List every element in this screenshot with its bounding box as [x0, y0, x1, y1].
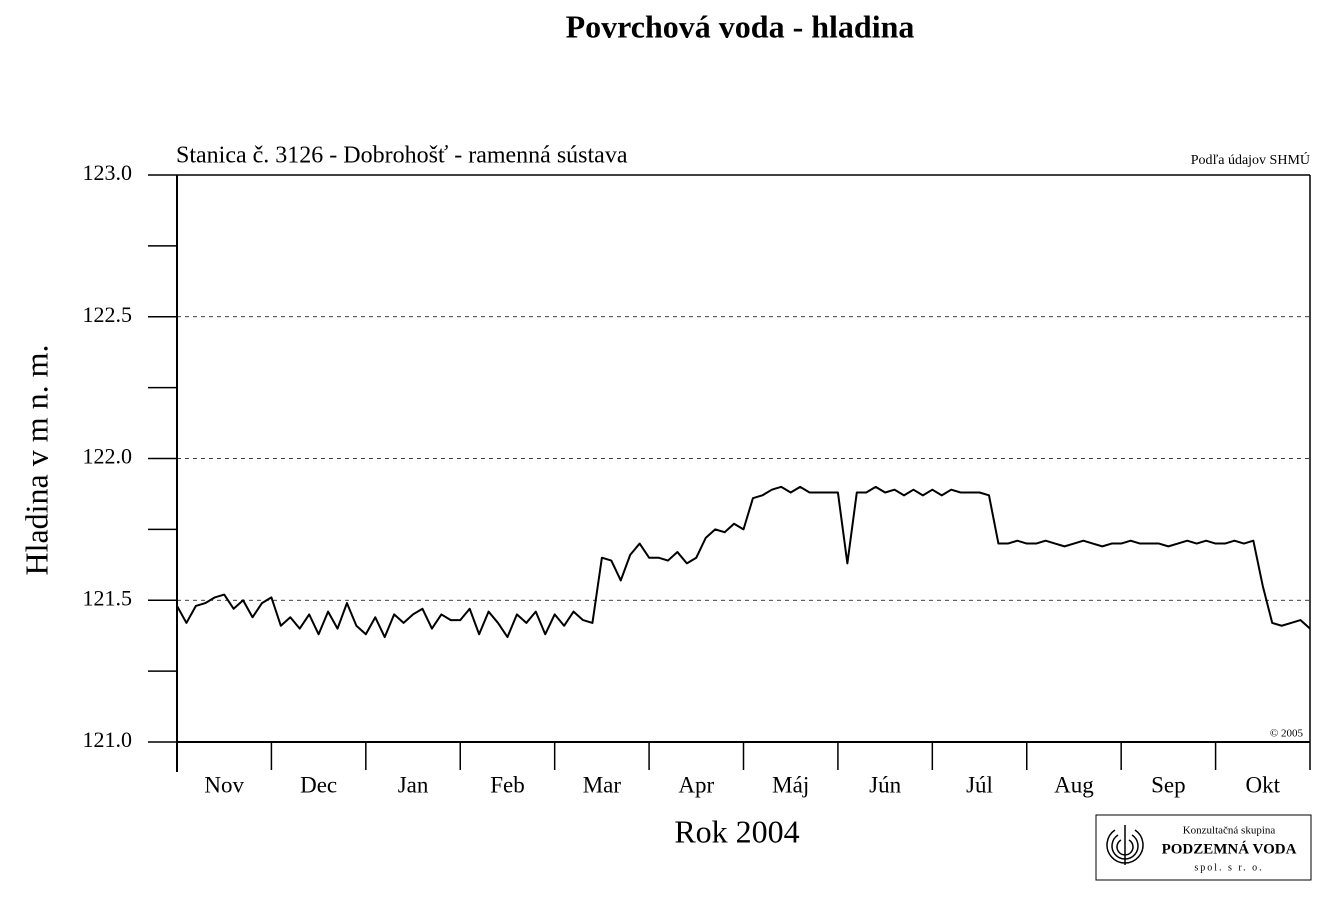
chart-subtitle: Stanica č. 3126 - Dobrohošť - ramenná sú… — [176, 143, 628, 169]
x-axis-title: Rok 2004 — [674, 813, 799, 849]
x-tick-label: Sep — [1151, 772, 1186, 797]
y-tick-label: 122.0 — [83, 444, 133, 469]
x-tick-label: Feb — [490, 772, 525, 797]
logo-icon — [1106, 825, 1144, 865]
x-tick-label: Mar — [583, 772, 622, 797]
logo-name: PODZEMNÁ VODA — [1162, 840, 1297, 857]
y-tick-label: 121.0 — [83, 727, 133, 752]
x-tick-label: Okt — [1246, 772, 1281, 797]
y-tick-label: 121.5 — [83, 585, 133, 610]
logo: Konzultačná skupina PODZEMNÁ VODA spol. … — [1095, 814, 1312, 881]
chart-title: Povrchová voda - hladina — [566, 8, 915, 44]
logo-line: Konzultačná skupina — [1183, 825, 1276, 837]
x-tick-label: Dec — [300, 772, 337, 797]
copyright: © 2005 — [1270, 728, 1304, 740]
x-tick-label: Jan — [398, 772, 429, 797]
data-line — [176, 485, 1311, 639]
logo-frame — [1095, 814, 1312, 881]
x-tick-label: Júl — [966, 772, 993, 797]
x-tick-label: Aug — [1054, 772, 1094, 797]
source-note: Podľa údajov SHMÚ — [1191, 151, 1310, 168]
logo-line: spol. s r. o. — [1194, 862, 1263, 873]
x-tick-label: Jún — [869, 772, 901, 797]
x-tick-label: Máj — [772, 772, 809, 797]
y-axis-title: Hladina v m n. m. — [18, 344, 54, 575]
plot-frame — [176, 174, 1311, 772]
y-tick-label: 122.5 — [83, 302, 133, 327]
y-tick-label: 123.0 — [83, 160, 133, 185]
x-tick-label: Nov — [204, 772, 244, 797]
x-tick-label: Apr — [678, 772, 714, 797]
